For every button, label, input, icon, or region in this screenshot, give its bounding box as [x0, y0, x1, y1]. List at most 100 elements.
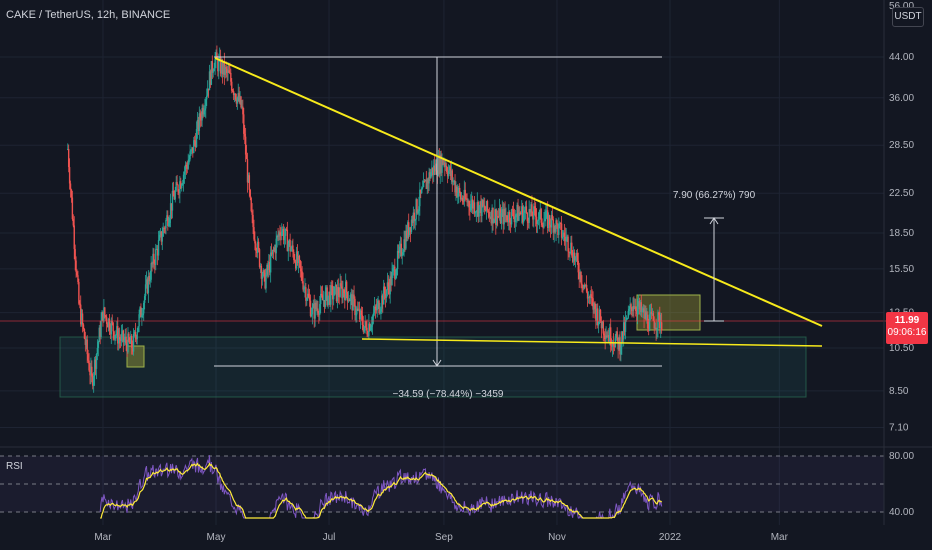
candle-body: [67, 148, 70, 168]
candle-body: [272, 249, 275, 251]
candle-body: [520, 213, 522, 215]
candle-body: [512, 209, 515, 217]
candle-body: [428, 172, 430, 184]
candle-body: [334, 284, 337, 287]
candle-body: [359, 310, 362, 320]
candle-body: [660, 322, 663, 331]
price-axis[interactable]: 44.0036.0028.5022.5018.5015.5012.5010.50…: [889, 1, 914, 433]
candle-body: [367, 334, 369, 336]
candle-body: [282, 228, 284, 232]
candle-body: [89, 370, 91, 376]
symbol-title[interactable]: CAKE / TetherUS, 12h, BINANCE: [6, 9, 171, 21]
candle-body: [290, 249, 292, 252]
candle-body: [131, 347, 134, 352]
candle-body: [456, 186, 458, 197]
candle-body: [212, 71, 214, 73]
candle-body: [454, 180, 456, 193]
candle-body: [124, 336, 126, 341]
candle-body: [455, 186, 457, 193]
candle-body: [622, 331, 624, 340]
candle-body: [537, 219, 540, 221]
candle-body: [117, 326, 119, 344]
candle-body: [317, 308, 319, 314]
candle-body: [633, 306, 635, 309]
candle-body: [466, 198, 468, 203]
candle-body: [556, 220, 558, 225]
candle-body: [404, 239, 406, 249]
candle-body: [72, 219, 75, 226]
candle-body: [381, 295, 383, 309]
candle-body: [601, 321, 604, 329]
candle-body: [331, 285, 333, 287]
candle-body: [328, 291, 330, 296]
candle-body: [214, 59, 216, 68]
candle-body: [638, 301, 641, 310]
candle-body: [394, 266, 396, 279]
candle-body: [589, 294, 592, 299]
candle-body: [241, 106, 243, 108]
candle-body: [559, 222, 561, 224]
price-tick-label: 15.50: [889, 264, 914, 275]
candle-body: [588, 296, 591, 299]
candle-body: [137, 326, 139, 332]
candle-body: [186, 166, 188, 169]
candle-body: [177, 185, 179, 192]
candle-body: [236, 97, 239, 104]
candle-body: [592, 298, 594, 310]
candle-body: [123, 340, 125, 342]
candle-body: [366, 327, 368, 335]
candle-body: [392, 268, 394, 272]
candle-body: [161, 236, 163, 242]
candle-body: [508, 212, 510, 223]
candle-body: [209, 71, 212, 85]
candle-body: [513, 216, 516, 223]
candle-body: [635, 306, 637, 312]
candle-body: [597, 308, 599, 326]
candle-body: [625, 317, 628, 320]
candle-body: [88, 360, 90, 371]
candle-body: [412, 212, 415, 223]
rsi-pane: 80.00 40.00: [0, 451, 914, 519]
candle-body: [147, 275, 150, 293]
candle-body: [445, 165, 447, 167]
candle-body: [549, 224, 552, 228]
candle-body: [635, 311, 638, 314]
candle-body: [612, 342, 615, 346]
candle-body: [178, 191, 180, 194]
currency-button[interactable]: USDT: [892, 7, 924, 27]
candle-body: [107, 318, 110, 328]
candle-body: [93, 359, 96, 376]
candle-body: [358, 309, 361, 320]
candle-body: [425, 179, 428, 189]
candle-body: [452, 181, 454, 183]
candle-body: [554, 226, 556, 232]
candle-body: [234, 93, 237, 100]
candle-body: [386, 282, 389, 291]
candle-body: [482, 200, 484, 207]
candle-body: [567, 236, 569, 252]
candle-body: [426, 179, 428, 189]
candle-body: [465, 198, 467, 200]
candle-body: [242, 106, 244, 115]
candle-body: [85, 339, 87, 345]
time-axis[interactable]: Mar May Jul Sep Nov 2022 Mar: [94, 532, 788, 543]
candle-body: [199, 113, 201, 120]
candle-body: [115, 334, 117, 336]
candle-body: [160, 231, 163, 242]
candle-body: [468, 200, 470, 207]
candle-body: [246, 159, 249, 183]
candle-body: [656, 328, 658, 331]
candle-body: [301, 271, 303, 282]
candle-body: [233, 93, 236, 96]
price-tick-label: 44.00: [889, 52, 914, 63]
candle-body: [210, 61, 213, 85]
candle-body: [284, 228, 287, 236]
candle-body: [585, 284, 588, 292]
candle-body: [143, 296, 146, 303]
candle-body: [488, 211, 491, 217]
candle-body: [79, 303, 81, 305]
candle-body: [574, 256, 577, 261]
candle-body: [548, 215, 551, 225]
candle-body: [418, 206, 420, 212]
